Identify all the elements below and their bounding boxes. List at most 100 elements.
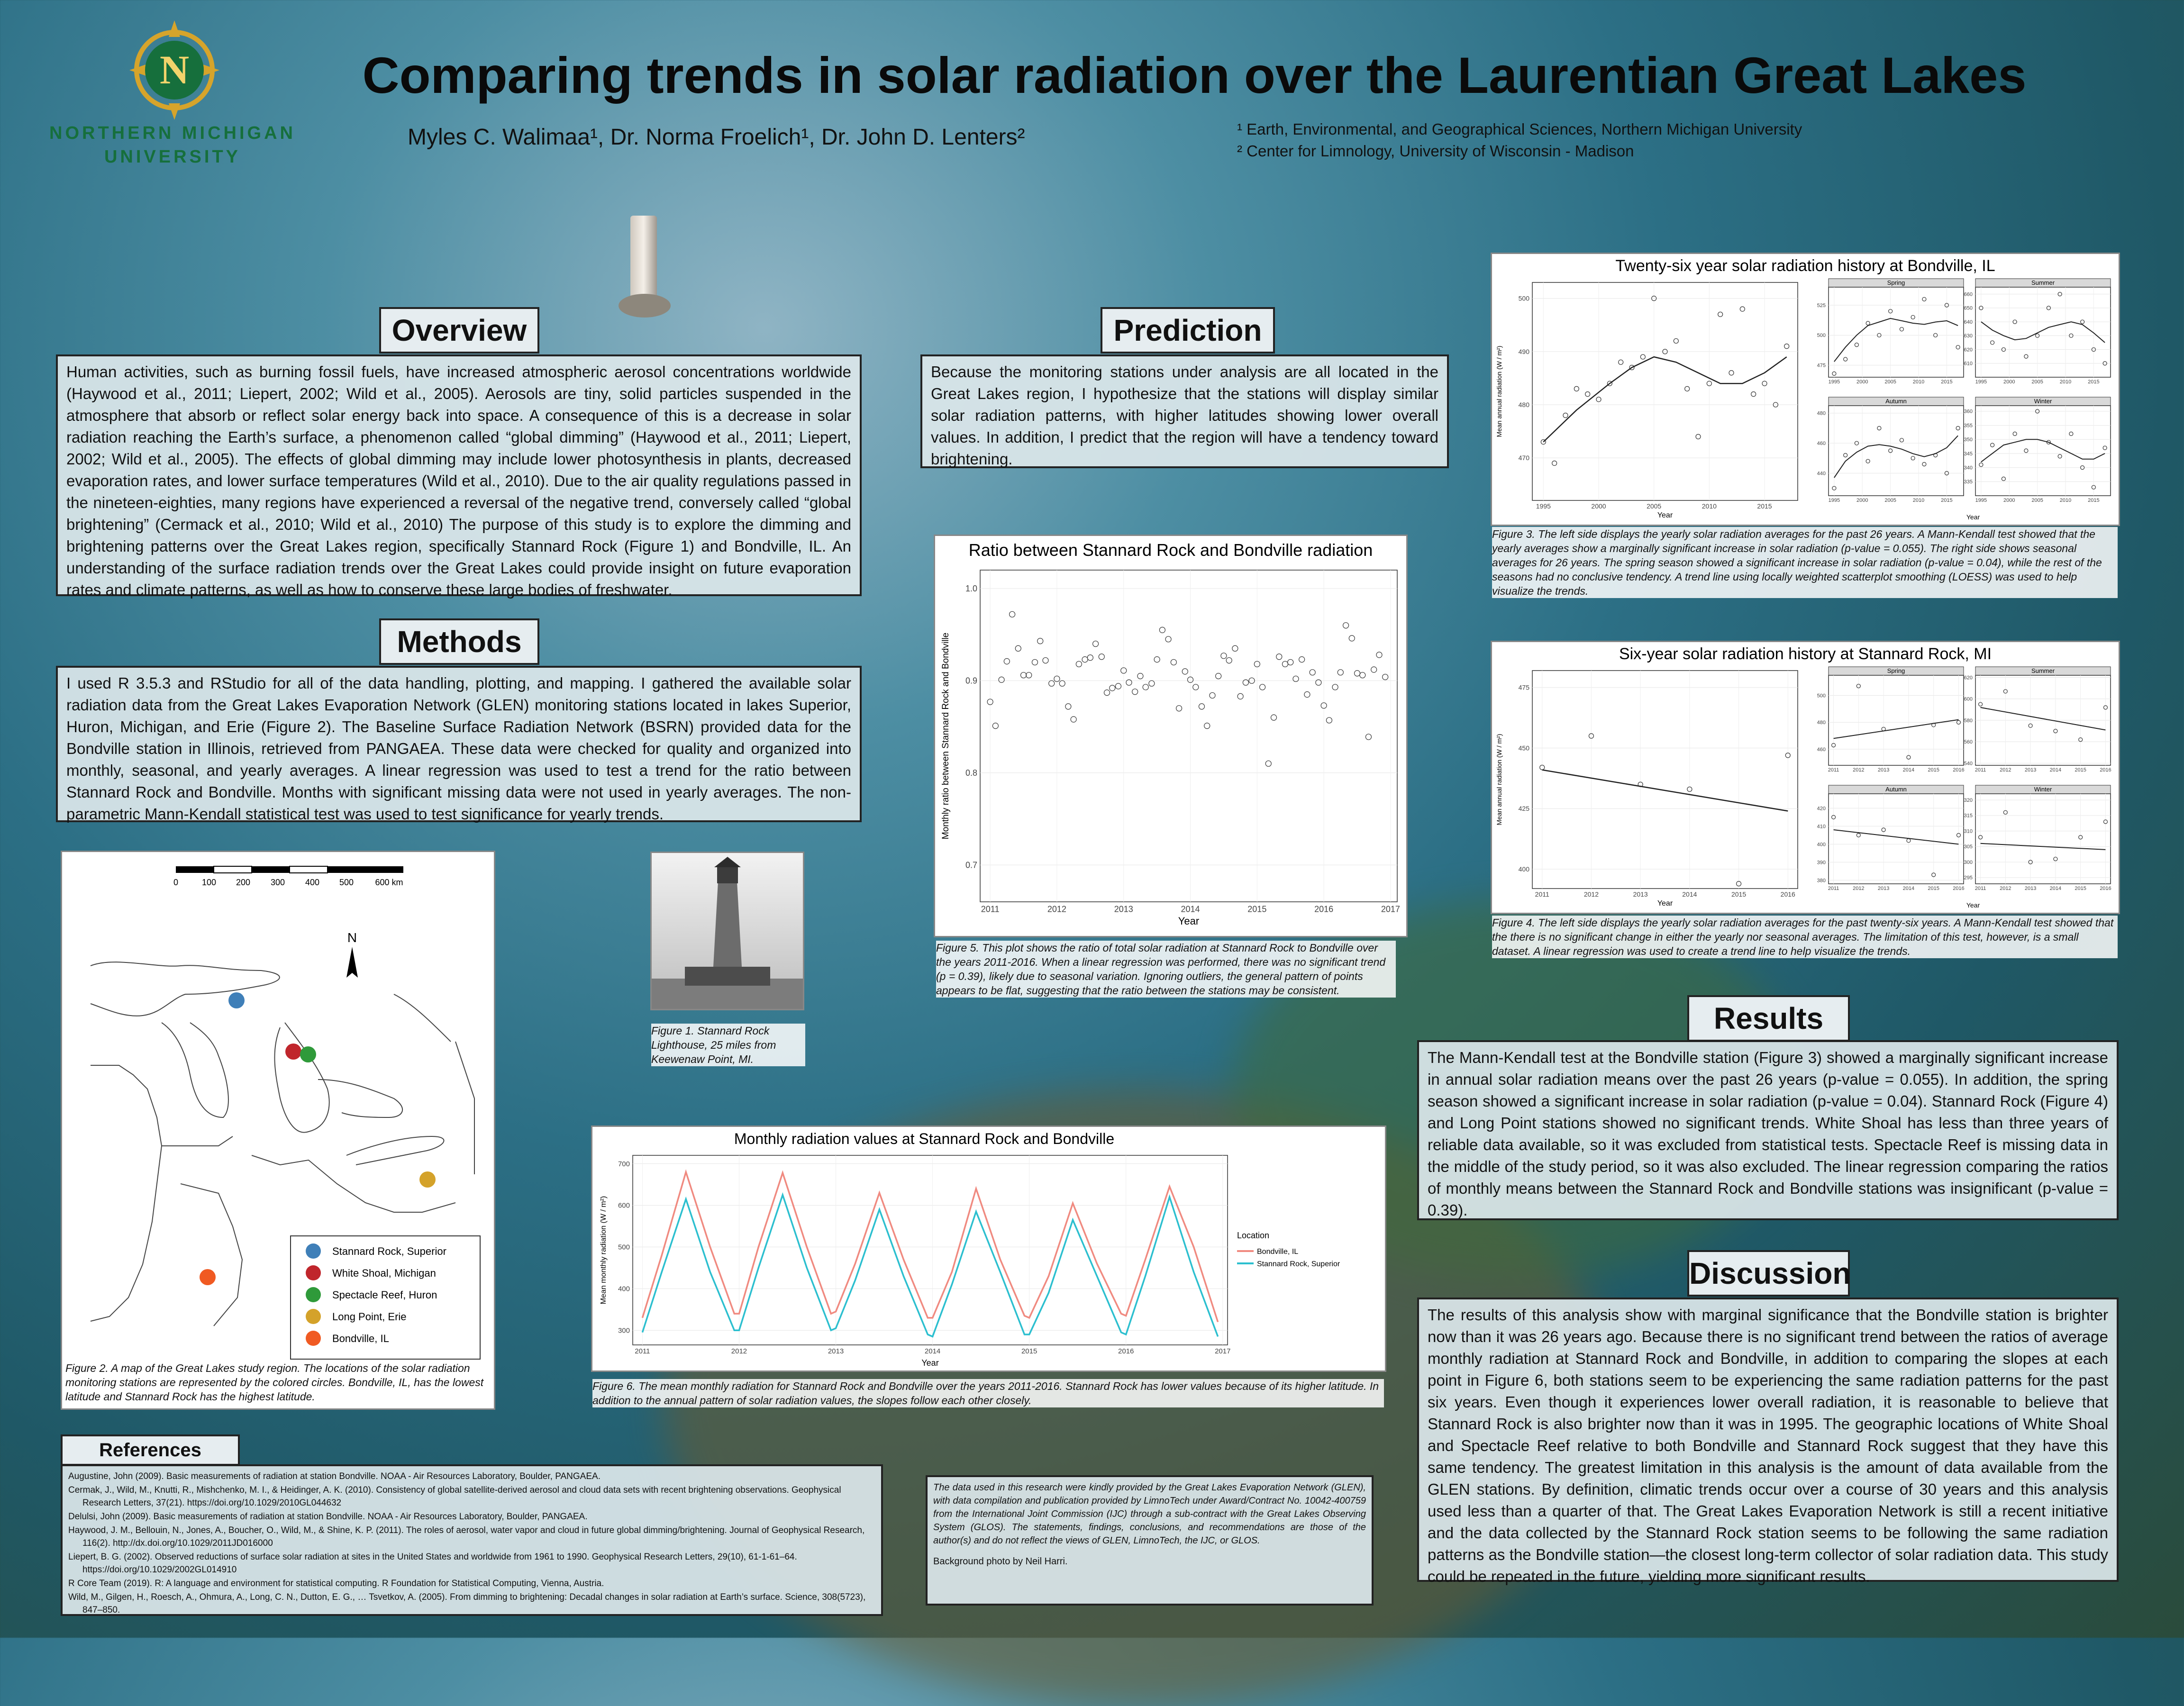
data-point [2053,729,2058,734]
data-point [1773,402,1778,408]
y-tick-label: 380 [1817,878,1826,883]
logo-line-1: NORTHERN MICHIGAN [49,123,296,143]
x-tick-label: 2011 [1975,767,1986,773]
university-name: NORTHERN MICHIGAN UNIVERSITY [30,121,315,169]
stannard-chart-svg: Six-year solar radiation history at Stan… [1495,645,2111,909]
data-point [2028,723,2033,728]
x-tick-label: 2017 [1381,905,1400,914]
data-point [1137,673,1144,680]
data-point [1299,656,1305,663]
trend-line [1980,843,2106,850]
data-point [1092,640,1099,647]
discussion-heading: Discussion [1687,1250,1851,1297]
data-point [2103,819,2108,824]
data-point [1020,672,1027,679]
x-tick-label: 2011 [1975,886,1986,891]
scale-label: 300 [271,878,285,887]
data-point [2080,319,2085,324]
x-axis-label: Year [1178,915,1199,927]
x-tick-label: 1995 [1536,502,1551,510]
data-point [1978,702,1983,707]
y-tick-label: 460 [1817,747,1826,753]
data-point [1132,689,1138,695]
x-tick-label: 2013 [2025,886,2036,891]
x-tick-label: 2000 [1856,498,1868,503]
y-tick-label: 420 [1817,806,1826,811]
x-axis-label: Year [1657,899,1673,907]
data-point [1170,659,1177,666]
references-list: Augustine, John (2009). Basic measuremen… [61,1464,883,1616]
x-tick-label: 2010 [1913,498,1924,503]
data-point [1888,448,1893,453]
prediction-heading: Prediction [1101,307,1275,354]
x-tick-label: 2015 [1941,498,1952,503]
data-point [1048,680,1055,687]
data-point [2091,347,2096,352]
y-tick-label: 460 [1817,441,1826,446]
figure-6-caption: Figure 6. The mean monthly radiation for… [592,1379,1384,1407]
plot-area [1828,405,1964,496]
x-tick-label: 2005 [2031,379,2043,385]
scale-label: 100 [202,878,216,887]
data-point [1126,679,1132,686]
x-tick-label: 2014 [1682,890,1697,898]
data-point [1979,463,1984,467]
results-text: The Mann-Kendall test at the Bondville s… [1417,1040,2119,1220]
figure-2-caption: Figure 2. A map of the Great Lakes study… [65,1361,487,1404]
data-point [1232,645,1238,652]
data-point [1042,657,1049,664]
data-point [1866,321,1870,326]
data-point [1877,333,1882,337]
reference-item: Delulsi, John (2009). Basic measurements… [68,1512,588,1522]
trend-line [1980,707,2106,731]
data-point [2003,810,2008,815]
affiliations: ¹ Earth, Environmental, and Geographical… [1237,118,1802,162]
data-point [1037,638,1044,644]
data-point [1881,827,1886,832]
data-point [1337,669,1344,676]
x-tick-label: 2011 [1828,767,1839,773]
data-point [1651,296,1657,301]
data-point [1540,439,1546,445]
x-tick-label: 2015 [1928,767,1939,773]
background-lighthouse [630,216,657,306]
figure-4-chart: Six-year solar radiation history at Stan… [1491,641,2120,914]
data-point [1687,786,1693,792]
poster-title: Comparing trends in solar radiation over… [362,46,2027,104]
data-point [1098,653,1105,660]
y-tick-label: 540 [1964,761,1973,766]
y-tick-label: 355 [1964,423,1973,428]
data-point [2046,306,2051,310]
trend-line [1981,321,2105,343]
data-point [1944,471,1949,476]
data-point [1978,835,1983,840]
data-point [987,699,993,705]
data-point [1059,680,1065,687]
y-tick-label: 500 [1519,295,1530,302]
scale-label: 200 [236,878,250,887]
x-tick-label: 2012 [2000,767,2011,773]
data-point [1148,680,1155,687]
data-point [1629,364,1635,371]
data-point [1309,669,1316,676]
data-point [2001,476,2006,481]
data-point [1831,743,1836,748]
data-point [1854,343,1859,347]
data-point [1899,438,1904,443]
plot-area [1532,670,1798,889]
x-tick-label: 2012 [731,1347,747,1355]
series-line [641,1192,1219,1338]
x-tick-label: 2015 [2075,886,2086,891]
x-tick-label: 2017 [1215,1347,1230,1355]
x-tick-label: 2015 [1928,886,1939,891]
data-point [1922,297,1927,301]
data-point [1348,635,1355,642]
x-tick-label: 2014 [1181,905,1200,914]
data-point [1673,338,1679,344]
data-point [1931,872,1936,877]
legend-label: Long Point, Erie [332,1311,407,1323]
affiliation-2: ² Center for Limnology, University of Wi… [1237,142,1634,160]
y-tick-label: 600 [618,1202,630,1210]
data-point [1087,654,1093,661]
data-point [1933,333,1938,337]
